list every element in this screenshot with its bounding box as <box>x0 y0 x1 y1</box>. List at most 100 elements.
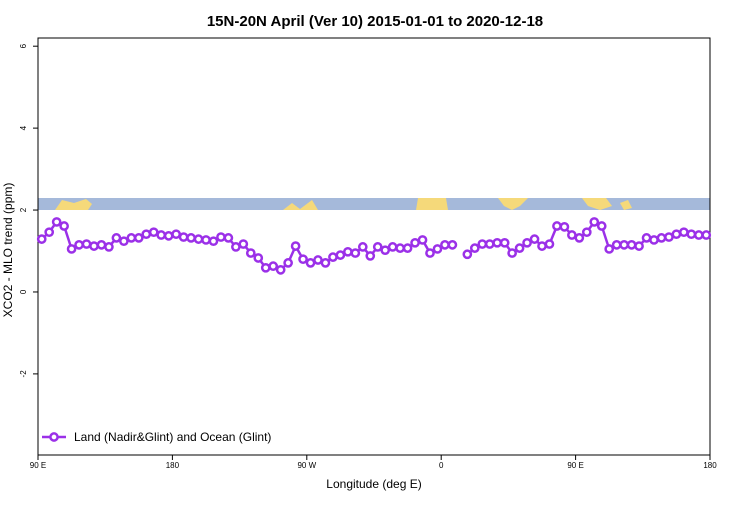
point <box>253 253 264 263</box>
point <box>529 234 540 244</box>
point <box>163 230 174 241</box>
x-tick-label: 0 <box>439 461 444 470</box>
point <box>693 230 704 240</box>
point <box>611 240 622 250</box>
point <box>380 245 391 256</box>
plot-frame <box>37 37 711 456</box>
point <box>305 258 316 268</box>
point <box>268 261 279 272</box>
point <box>522 237 532 248</box>
point <box>335 250 346 260</box>
point <box>350 248 361 258</box>
point <box>462 249 473 260</box>
point <box>649 235 659 245</box>
point <box>604 244 615 254</box>
y-tick-label: 6 <box>19 43 28 48</box>
point <box>223 233 234 243</box>
point <box>402 243 413 253</box>
point <box>186 233 196 243</box>
point <box>447 240 458 250</box>
point <box>51 217 62 227</box>
point <box>89 241 99 251</box>
point <box>238 239 249 249</box>
point <box>596 221 607 231</box>
point <box>664 232 674 242</box>
point <box>432 244 443 254</box>
point <box>410 237 420 248</box>
point <box>514 243 525 253</box>
point <box>216 232 226 242</box>
point <box>671 229 682 240</box>
y-tick-label: 4 <box>19 125 28 130</box>
point <box>126 233 137 243</box>
map-strip <box>38 198 710 210</box>
point <box>44 227 55 238</box>
point <box>559 221 570 232</box>
point <box>96 240 107 250</box>
point <box>328 252 338 263</box>
point <box>357 242 368 252</box>
point <box>36 234 47 244</box>
point <box>313 255 323 265</box>
point <box>133 233 144 243</box>
point <box>626 240 637 250</box>
point <box>104 242 114 252</box>
y-tick-label: -2 <box>19 370 28 378</box>
point <box>343 246 353 257</box>
x-tick-label: 180 <box>703 461 717 470</box>
point <box>641 233 652 243</box>
point <box>484 239 495 249</box>
point <box>372 242 383 252</box>
point <box>260 262 271 273</box>
point <box>537 241 547 251</box>
point <box>499 237 510 248</box>
point <box>66 244 77 254</box>
point <box>679 227 689 238</box>
point <box>544 239 555 249</box>
point <box>477 239 488 249</box>
point <box>552 221 562 231</box>
point <box>178 232 189 242</box>
chart-title: 15N-20N April (Ver 10) 2015-01-01 to 202… <box>207 13 543 30</box>
x-tick-label: 90 E <box>567 461 583 470</box>
point <box>365 251 376 261</box>
point <box>119 236 129 247</box>
point <box>581 227 592 238</box>
point <box>81 239 92 249</box>
point <box>492 237 503 248</box>
point <box>74 240 84 250</box>
point <box>507 248 517 258</box>
point <box>148 227 159 238</box>
point <box>567 230 577 240</box>
point <box>469 243 480 253</box>
point <box>156 230 167 240</box>
point <box>298 254 308 265</box>
point <box>686 229 697 240</box>
y-tick-label: 0 <box>19 289 28 294</box>
point <box>619 240 629 250</box>
x-tick-label: 90 W <box>297 461 316 470</box>
point <box>320 258 331 268</box>
point <box>656 233 667 243</box>
legend-marker <box>49 432 59 442</box>
point <box>141 229 152 240</box>
point <box>387 242 398 252</box>
point <box>395 243 405 253</box>
point <box>701 230 712 240</box>
y-axis-label: XCO2 - MLO trend (ppm) <box>1 183 15 318</box>
point <box>208 236 219 247</box>
point <box>440 240 450 250</box>
legend-label: Land (Nadir&Glint) and Ocean (Glint) <box>74 430 271 444</box>
point <box>634 241 644 251</box>
x-tick-label: 180 <box>166 461 180 470</box>
point <box>59 221 69 231</box>
point <box>171 229 181 240</box>
point <box>193 234 204 244</box>
x-axis-label: Longitude (deg E) <box>326 477 421 491</box>
point <box>245 248 256 258</box>
y-tick-label: 2 <box>19 207 28 212</box>
point <box>275 264 286 275</box>
point <box>574 233 585 243</box>
point <box>231 242 241 252</box>
